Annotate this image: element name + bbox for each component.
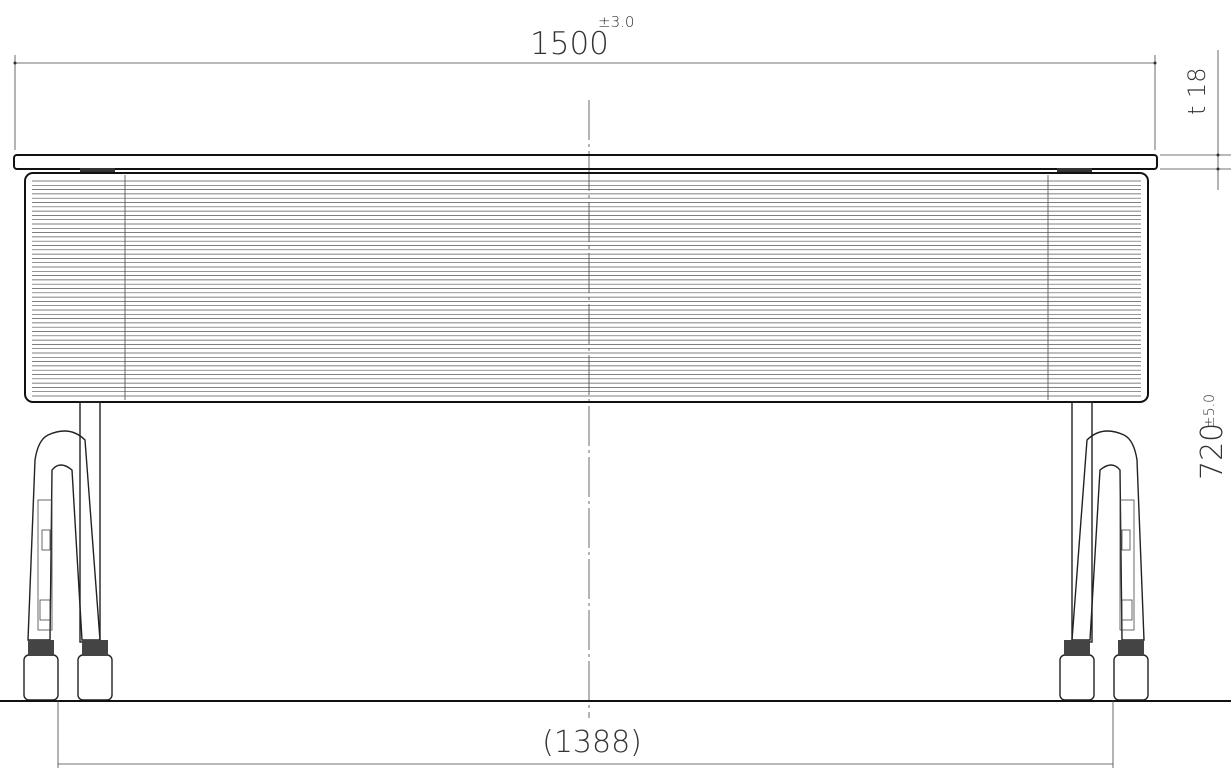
bracket — [1057, 168, 1092, 172]
left-leg — [23, 401, 113, 701]
height-value: 720 — [1195, 423, 1230, 480]
leg-span-value: (1388) — [542, 725, 642, 760]
width-dimension: 1500 ±3.0 — [13, 13, 1157, 150]
leg-span-dimension: (1388) — [57, 700, 1114, 768]
thickness-dimension: t 18 — [1160, 50, 1231, 190]
bracket — [80, 168, 115, 172]
modesty-panel — [24, 172, 1149, 403]
height-tolerance: ±5.0 — [1202, 394, 1218, 428]
width-tolerance: ±3.0 — [598, 13, 634, 31]
width-value: 1500 — [530, 26, 609, 62]
right-leg — [1059, 401, 1149, 701]
height-dimension: 720 ±5.0 — [1195, 394, 1230, 480]
thickness-label: t 18 — [1183, 67, 1211, 115]
tabletop — [13, 154, 1158, 170]
